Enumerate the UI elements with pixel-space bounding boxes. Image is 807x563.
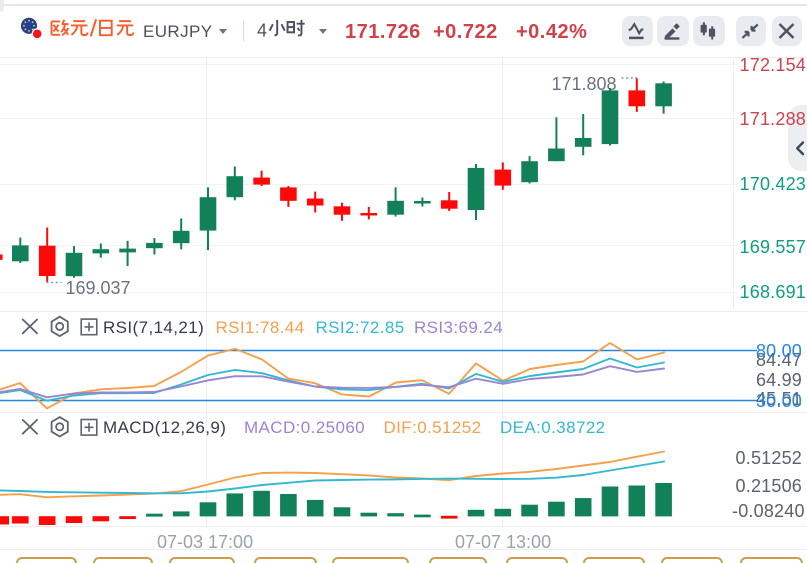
svg-text:4: 4 (257, 21, 267, 41)
